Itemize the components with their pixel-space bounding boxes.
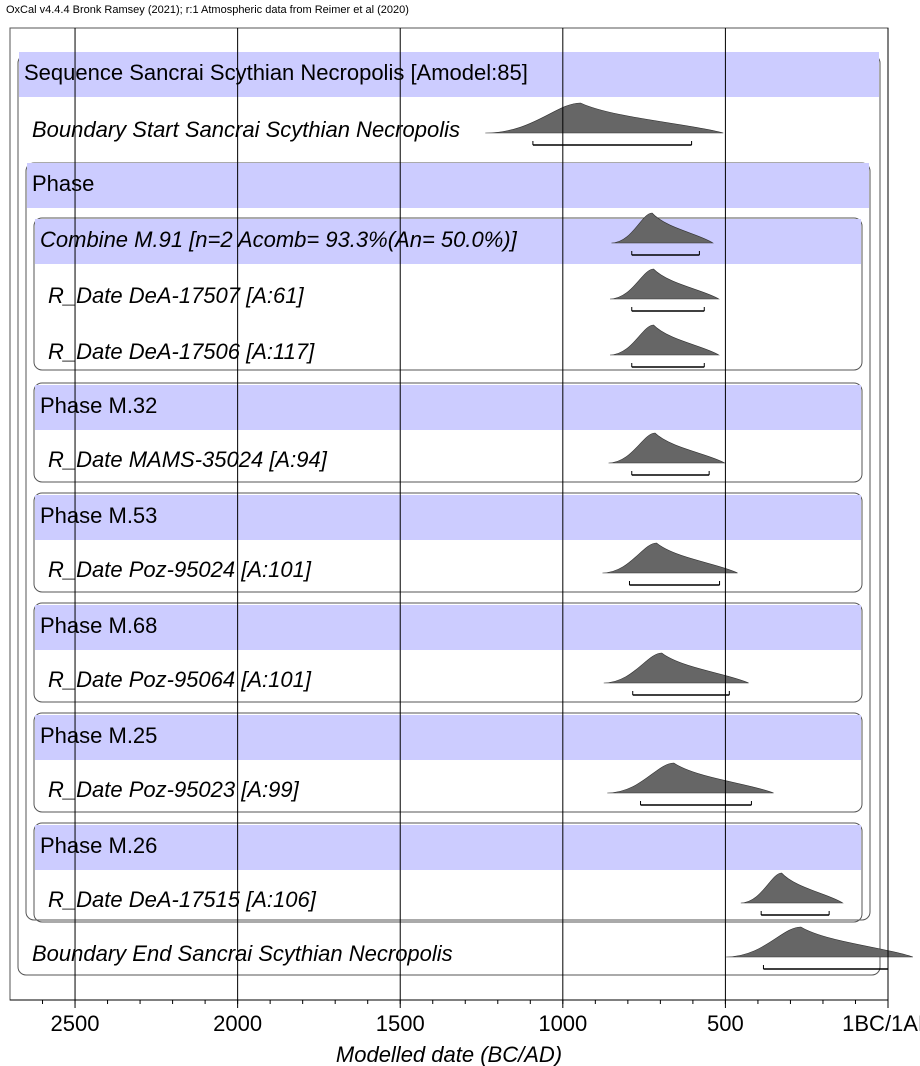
header: OxCal v4.4.4 Bronk Ramsey (2021); r:1 At… bbox=[6, 4, 409, 16]
x-tick-label: 1500 bbox=[376, 1011, 425, 1036]
header-band bbox=[27, 163, 869, 208]
row-label: Combine M.91 [n=2 Acomb= 93.3%(An= 50.0%… bbox=[40, 227, 518, 252]
x-tick-label: 2500 bbox=[51, 1011, 100, 1036]
distribution bbox=[607, 762, 774, 794]
distribution bbox=[608, 432, 726, 464]
x-tick-label: 2000 bbox=[213, 1011, 262, 1036]
row-label: R_Date Poz-95064 [A:101] bbox=[48, 667, 312, 692]
row-label: R_Date DeA-17515 [A:106] bbox=[48, 887, 317, 912]
distribution bbox=[603, 652, 749, 684]
header-band bbox=[19, 52, 879, 97]
x-axis-label: Modelled date (BC/AD) bbox=[336, 1042, 562, 1066]
row-label: Phase M.25 bbox=[40, 723, 157, 748]
row-label: R_Date Poz-95023 [A:99] bbox=[48, 777, 300, 802]
row-label: Phase M.26 bbox=[40, 833, 157, 858]
phase-box bbox=[33, 712, 863, 813]
distribution bbox=[609, 324, 720, 356]
header-band bbox=[35, 385, 861, 430]
header-band bbox=[35, 495, 861, 540]
boxes bbox=[17, 52, 881, 976]
row-label: Phase M.53 bbox=[40, 503, 157, 528]
distribution bbox=[609, 268, 720, 300]
x-tick-label: 1BC/1AD bbox=[842, 1011, 920, 1036]
phase-box bbox=[33, 492, 863, 593]
header-band bbox=[35, 605, 861, 650]
row-label: Sequence Sancrai Scythian Necropolis [Am… bbox=[24, 60, 528, 85]
row-label: R_Date MAMS-35024 [A:94] bbox=[48, 447, 328, 472]
phase-box bbox=[33, 822, 863, 923]
row-label: Phase M.32 bbox=[40, 393, 157, 418]
distribution bbox=[602, 542, 738, 574]
row-label: Boundary Start Sancrai Scythian Necropol… bbox=[32, 117, 460, 142]
header-band bbox=[35, 219, 861, 264]
distribution bbox=[485, 102, 724, 134]
row-label: Boundary End Sancrai Scythian Necropolis bbox=[32, 941, 453, 966]
phase-box bbox=[25, 162, 871, 921]
row-label: Phase bbox=[32, 171, 94, 196]
distribution bbox=[611, 212, 714, 244]
header-band bbox=[35, 715, 861, 760]
row-label: Phase M.68 bbox=[40, 613, 157, 638]
header-band bbox=[35, 825, 861, 870]
combine-box bbox=[33, 217, 863, 371]
row-label: R_Date DeA-17506 [A:117] bbox=[48, 339, 315, 364]
row-label: R_Date DeA-17507 [A:61] bbox=[48, 283, 304, 308]
distribution bbox=[740, 872, 844, 904]
x-tick-label: 1000 bbox=[538, 1011, 587, 1036]
row-label: R_Date Poz-95024 [A:101] bbox=[48, 557, 312, 582]
phase-box bbox=[33, 382, 863, 483]
phase-box bbox=[33, 602, 863, 703]
distribution bbox=[726, 926, 914, 958]
x-tick-label: 500 bbox=[707, 1011, 744, 1036]
